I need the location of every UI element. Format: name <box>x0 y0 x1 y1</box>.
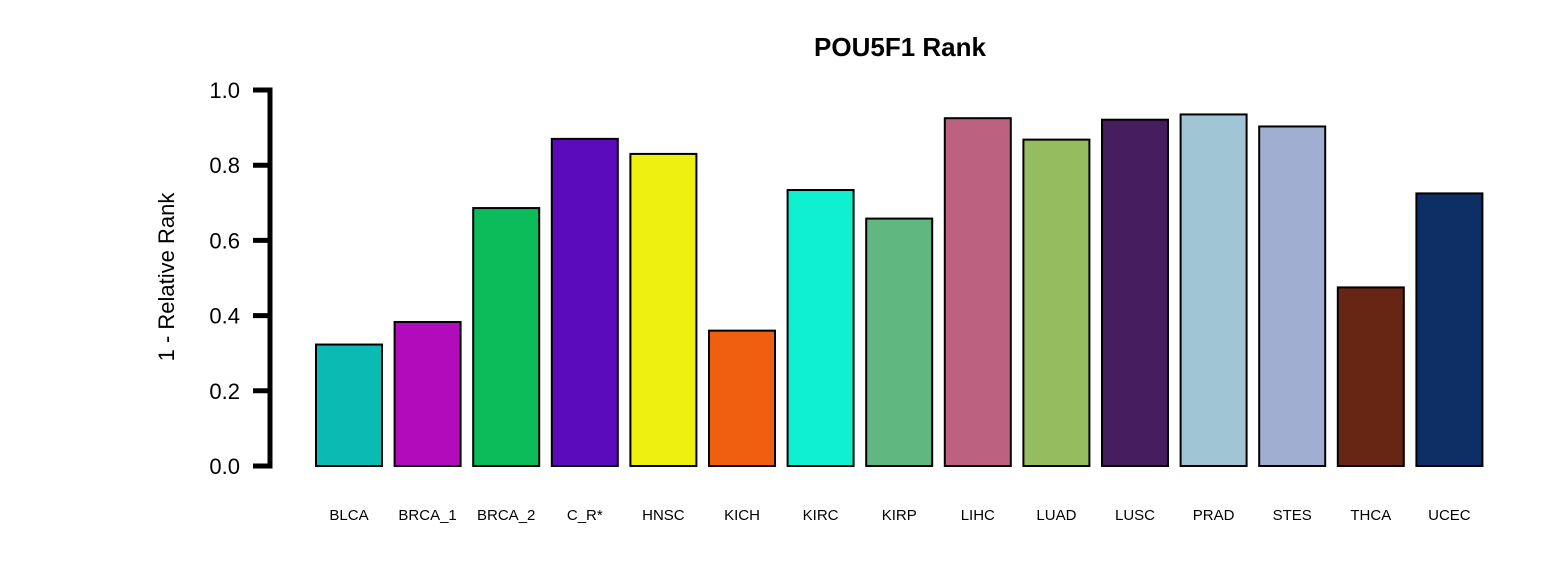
x-tick-label: LUAD <box>1036 507 1076 524</box>
x-tick-label: HNSC <box>642 507 685 524</box>
bar-kirp <box>865 217 934 467</box>
x-tick-label: LIHC <box>961 507 995 524</box>
x-tick-label: KIRC <box>803 507 839 524</box>
y-tick-label: 0.8 <box>209 153 240 178</box>
bar-lihc <box>943 117 1012 467</box>
bar-lusc <box>1101 118 1169 467</box>
bar-prad <box>1179 113 1248 467</box>
bar-brca-2 <box>472 207 541 467</box>
bar-kich <box>708 329 776 468</box>
x-tick-label: KICH <box>724 507 760 524</box>
bar-kirc <box>786 189 855 468</box>
bar-c-r <box>550 137 619 467</box>
y-tick-label: 0.4 <box>209 304 240 329</box>
x-tick-label: BRCA_2 <box>477 507 535 524</box>
x-tick-label: THCA <box>1350 507 1391 524</box>
chart-title: POU5F1 Rank <box>814 32 986 62</box>
bar-luad <box>1022 138 1091 468</box>
x-tick-label: PRAD <box>1193 507 1235 524</box>
x-tick-label: STES <box>1273 507 1312 524</box>
bars <box>315 113 1484 468</box>
x-axis-labels: BLCA BRCA_1 BRCA_2 C_R* HNSC KICH KIRC KIRP LIHC… <box>329 507 1470 524</box>
bar-hnsc <box>629 152 698 467</box>
y-tick-label: 0.6 <box>209 228 240 253</box>
bar-ucec <box>1415 192 1484 467</box>
bar-stes <box>1258 125 1327 468</box>
y-tick-label: 1.0 <box>209 78 240 103</box>
y-tick-label: 0.2 <box>209 379 240 404</box>
y-axis-label: 1 - Relative Rank <box>154 192 179 362</box>
y-axis: 0.0 0.2 0.4 0.6 0.8 1.0 <box>209 78 273 479</box>
x-tick-label: UCEC <box>1428 507 1471 524</box>
bar-brca-1 <box>393 320 462 467</box>
x-tick-label: BLCA <box>329 507 368 524</box>
bar-blca <box>315 343 383 467</box>
x-tick-label: BRCA_1 <box>398 507 456 524</box>
x-tick-label: KIRP <box>882 507 917 524</box>
bar-thca <box>1336 286 1405 467</box>
y-tick-label: 0.0 <box>209 454 240 479</box>
x-tick-label: C_R* <box>567 507 603 524</box>
x-tick-label: LUSC <box>1115 507 1155 524</box>
